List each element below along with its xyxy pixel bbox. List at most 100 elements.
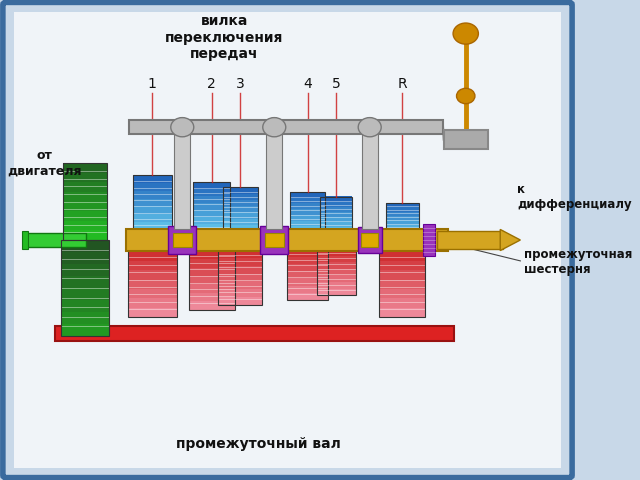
Bar: [133, 191, 172, 199]
Bar: [223, 225, 257, 231]
Bar: [61, 300, 109, 312]
Bar: [317, 255, 356, 262]
Bar: [444, 130, 488, 149]
Bar: [380, 242, 426, 252]
Bar: [422, 224, 435, 256]
Bar: [291, 192, 325, 198]
Bar: [287, 242, 328, 300]
Bar: [128, 288, 177, 298]
Text: 5: 5: [332, 77, 340, 91]
Bar: [380, 307, 426, 317]
Bar: [358, 227, 382, 253]
Bar: [168, 226, 196, 254]
Bar: [291, 220, 325, 226]
Bar: [133, 229, 172, 238]
Bar: [380, 298, 426, 308]
Bar: [193, 223, 230, 231]
Bar: [264, 233, 284, 247]
Bar: [223, 218, 257, 225]
Bar: [317, 242, 356, 295]
Bar: [127, 229, 449, 251]
Bar: [218, 257, 262, 266]
Bar: [61, 324, 109, 336]
Circle shape: [171, 118, 194, 137]
Bar: [317, 288, 356, 295]
Bar: [317, 275, 356, 282]
Bar: [320, 206, 353, 212]
FancyBboxPatch shape: [14, 12, 561, 468]
Bar: [223, 193, 257, 200]
Text: 3: 3: [236, 77, 244, 91]
Bar: [387, 207, 419, 212]
Bar: [291, 197, 325, 204]
Text: вилка
переключения
передач: вилка переключения передач: [165, 14, 284, 61]
Bar: [218, 242, 262, 250]
Bar: [320, 217, 353, 222]
Bar: [173, 233, 192, 247]
Bar: [128, 298, 177, 308]
Bar: [193, 182, 230, 238]
Text: 1: 1: [148, 77, 157, 91]
Bar: [317, 262, 356, 269]
Bar: [63, 163, 107, 240]
Bar: [63, 211, 107, 221]
Bar: [291, 192, 325, 238]
Bar: [218, 242, 262, 305]
Bar: [380, 242, 426, 317]
Bar: [218, 281, 262, 289]
Bar: [387, 203, 419, 238]
Bar: [223, 199, 257, 206]
Bar: [320, 196, 353, 202]
Bar: [380, 251, 426, 261]
Bar: [291, 231, 325, 238]
Bar: [189, 292, 235, 301]
Bar: [133, 214, 172, 222]
Bar: [63, 201, 107, 211]
Circle shape: [453, 23, 478, 44]
Bar: [218, 273, 262, 281]
Bar: [189, 300, 235, 310]
Bar: [387, 211, 419, 216]
Bar: [61, 240, 109, 336]
Bar: [189, 284, 235, 293]
Bar: [317, 249, 356, 255]
Bar: [223, 187, 257, 193]
Circle shape: [456, 88, 475, 104]
Bar: [189, 242, 235, 310]
Bar: [291, 214, 325, 220]
Bar: [61, 240, 109, 252]
Bar: [63, 230, 107, 240]
Bar: [128, 251, 177, 261]
Bar: [22, 231, 28, 249]
Bar: [287, 256, 328, 264]
Bar: [320, 222, 353, 228]
FancyBboxPatch shape: [3, 2, 572, 478]
Bar: [317, 268, 356, 276]
Bar: [320, 212, 353, 217]
Text: 2: 2: [207, 77, 216, 91]
Text: промежуточный вал: промежуточный вал: [177, 437, 341, 451]
Bar: [287, 271, 328, 278]
Text: к
дифференциалу: к дифференциалу: [518, 183, 632, 211]
Bar: [61, 276, 109, 288]
Bar: [320, 202, 353, 207]
Bar: [291, 226, 325, 232]
Bar: [320, 227, 353, 232]
Bar: [193, 182, 230, 189]
Bar: [133, 182, 172, 191]
Bar: [193, 230, 230, 238]
Bar: [133, 206, 172, 214]
Bar: [128, 242, 177, 317]
Bar: [223, 231, 257, 238]
Bar: [193, 196, 230, 203]
Bar: [128, 307, 177, 317]
Bar: [380, 261, 426, 270]
Bar: [193, 203, 230, 210]
Bar: [189, 251, 235, 259]
Bar: [61, 288, 109, 300]
Bar: [287, 292, 328, 300]
Bar: [387, 203, 419, 207]
Text: R: R: [397, 77, 407, 91]
Bar: [54, 326, 454, 341]
Bar: [437, 231, 503, 249]
